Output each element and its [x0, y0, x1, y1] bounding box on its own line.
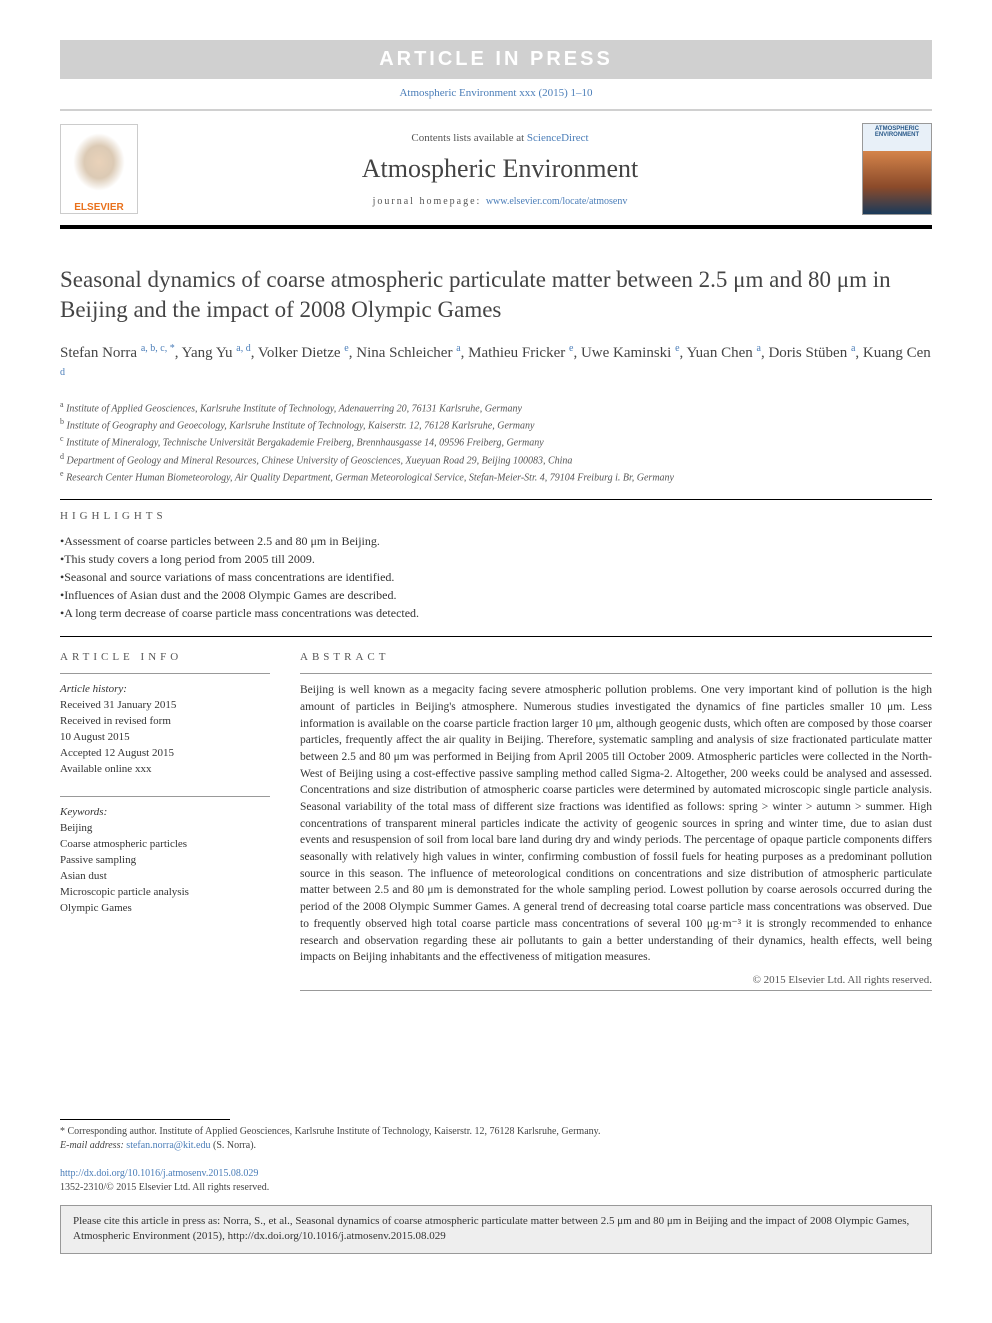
keyword-item: Microscopic particle analysis: [60, 885, 270, 901]
homepage-prefix: journal homepage:: [373, 196, 486, 207]
history-revised-label: Received in revised form: [60, 714, 270, 730]
affiliation-item: e Research Center Human Biometeorology, …: [60, 468, 932, 485]
author-name: , Nina Schleicher: [349, 345, 456, 361]
abstract-label: ABSTRACT: [300, 651, 932, 663]
author-affil-sup: d: [60, 367, 65, 378]
footer: * Corresponding author. Institute of App…: [60, 1119, 932, 1195]
history-received: Received 31 January 2015: [60, 698, 270, 714]
abstract-text: Beijing is well known as a megacity faci…: [300, 682, 932, 965]
corresponding-email-link[interactable]: stefan.norra@kit.edu: [126, 1140, 210, 1151]
author-name: , Mathieu Fricker: [461, 345, 569, 361]
highlight-item: •Seasonal and source variations of mass …: [60, 568, 932, 586]
keyword-item: Olympic Games: [60, 901, 270, 917]
article-history: Article history: Received 31 January 201…: [60, 682, 270, 778]
keyword-item: Coarse atmospheric particles: [60, 837, 270, 853]
divider: [60, 499, 932, 500]
email-label: E-mail address:: [60, 1140, 126, 1151]
highlight-item: •A long term decrease of coarse particle…: [60, 604, 932, 622]
highlights-list: •Assessment of coarse particles between …: [60, 532, 932, 622]
history-revised-date: 10 August 2015: [60, 730, 270, 746]
highlight-item: •Assessment of coarse particles between …: [60, 532, 932, 550]
sciencedirect-link[interactable]: ScienceDirect: [527, 132, 589, 144]
history-label: Article history:: [60, 682, 270, 698]
affiliation-item: b Institute of Geography and Geoecology,…: [60, 416, 932, 433]
journal-homepage-link[interactable]: www.elsevier.com/locate/atmosenv: [486, 196, 628, 207]
keyword-item: Beijing: [60, 821, 270, 837]
article-in-press-banner: ARTICLE IN PRESS: [60, 40, 932, 79]
article-title: Seasonal dynamics of coarse atmospheric …: [60, 265, 932, 325]
author-name: , Yuan Chen: [680, 345, 757, 361]
author-name: , Doris Stüben: [761, 345, 851, 361]
affiliation-list: a Institute of Applied Geosciences, Karl…: [60, 399, 932, 486]
email-suffix: (S. Norra).: [210, 1140, 256, 1151]
divider: [60, 636, 932, 637]
journal-cover-thumbnail: ATMOSPHERIC ENVIRONMENT: [862, 123, 932, 215]
corresponding-author: * Corresponding author. Institute of App…: [60, 1125, 932, 1139]
divider: [60, 796, 270, 797]
author-list: Stefan Norra a, b, c, *, Yang Yu a, d, V…: [60, 341, 932, 389]
keywords-block: Keywords: BeijingCoarse atmospheric part…: [60, 805, 270, 917]
doi-link[interactable]: http://dx.doi.org/10.1016/j.atmosenv.201…: [60, 1168, 258, 1179]
cover-thumb-label: ATMOSPHERIC ENVIRONMENT: [863, 124, 931, 140]
history-accepted: Accepted 12 August 2015: [60, 746, 270, 762]
affiliation-item: d Department of Geology and Mineral Reso…: [60, 451, 932, 468]
keywords-label: Keywords:: [60, 805, 270, 821]
affiliation-item: a Institute of Applied Geosciences, Karl…: [60, 399, 932, 416]
highlight-item: •Influences of Asian dust and the 2008 O…: [60, 586, 932, 604]
citation-box: Please cite this article in press as: No…: [60, 1205, 932, 1254]
homepage-line: journal homepage: www.elsevier.com/locat…: [158, 196, 842, 207]
author-name: , Kuang Cen: [855, 345, 930, 361]
divider: [300, 990, 932, 991]
contents-line: Contents lists available at ScienceDirec…: [158, 132, 842, 144]
issn-line: 1352-2310/© 2015 Elsevier Ltd. All right…: [60, 1181, 932, 1195]
journal-name: Atmospheric Environment: [158, 154, 842, 184]
elsevier-logo: ELSEVIER: [60, 124, 138, 214]
author-name: , Yang Yu: [175, 345, 237, 361]
keyword-item: Asian dust: [60, 869, 270, 885]
author-name: , Volker Dietze: [251, 345, 345, 361]
divider: [60, 673, 270, 674]
author-name: Stefan Norra: [60, 345, 141, 361]
author-affil-sup: a, d: [236, 343, 250, 354]
history-online: Available online xxx: [60, 762, 270, 778]
highlights-label: HIGHLIGHTS: [60, 510, 932, 522]
divider: [300, 673, 932, 674]
keyword-item: Passive sampling: [60, 853, 270, 869]
article-info-label: ARTICLE INFO: [60, 651, 270, 663]
copyright-line: © 2015 Elsevier Ltd. All rights reserved…: [300, 974, 932, 986]
author-name: , Uwe Kaminski: [573, 345, 675, 361]
affiliation-item: c Institute of Mineralogy, Technische Un…: [60, 433, 932, 450]
author-affil-sup: a, b, c, *: [141, 343, 175, 354]
contents-prefix: Contents lists available at: [411, 132, 526, 144]
journal-header: ELSEVIER Contents lists available at Sci…: [60, 109, 932, 229]
footer-rule: [60, 1119, 230, 1120]
highlight-item: •This study covers a long period from 20…: [60, 550, 932, 568]
journal-reference: Atmospheric Environment xxx (2015) 1–10: [60, 87, 932, 99]
elsevier-logo-text: ELSEVIER: [74, 202, 123, 213]
